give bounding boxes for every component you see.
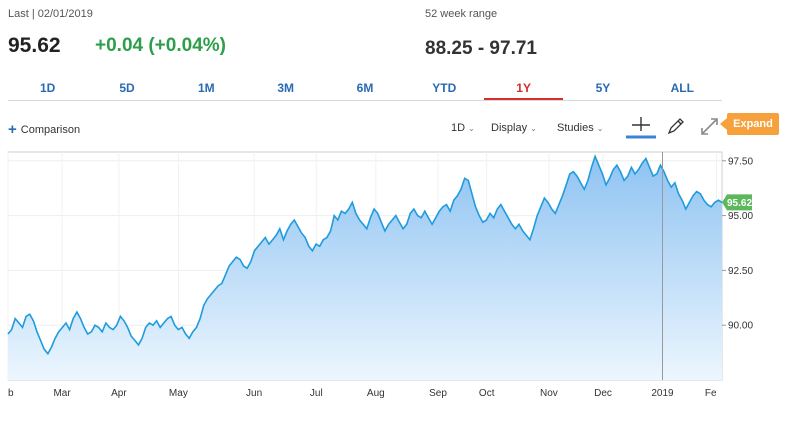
expand-tool[interactable] <box>697 114 727 140</box>
tab-all[interactable]: ALL <box>670 81 694 95</box>
quote-header: Last | 02/01/2019 95.62 +0.04 (+0.04%) 5… <box>0 0 785 72</box>
x-tick-label: Aug <box>367 388 385 399</box>
last-trade-label: Last | 02/01/2019 <box>8 8 93 20</box>
x-axis: b Mar Apr May Jun Jul Aug Sep Oct Nov Dec 2019 Fe <box>8 388 717 399</box>
x-tick-label: Dec <box>594 388 612 399</box>
interval-label: 1D <box>451 122 466 134</box>
studies-dropdown[interactable]: Studies ⌄ <box>557 122 603 134</box>
last-price-badge-label: 95.62 <box>727 198 752 209</box>
y-tick-label: 92.50 <box>728 266 753 277</box>
chevron-down-icon: ⌄ <box>596 124 604 133</box>
crosshair-icon <box>626 117 656 139</box>
last-price-badge-bg <box>722 194 752 211</box>
y-axis: 90.00 92.50 95.00 97.50 <box>722 156 753 332</box>
y-tick-label: 95.00 <box>728 211 753 222</box>
price-chart: 90.00 92.50 95.00 97.50 b Mar Apr May Jun Jul Aug… <box>7 151 753 399</box>
studies-label: Studies <box>557 122 594 134</box>
comparison-button[interactable]: + Comparison <box>8 121 80 138</box>
last-price: 95.62 <box>8 34 61 57</box>
expand-arrows-icon <box>701 118 718 135</box>
range-value: 88.25 - 97.71 <box>425 38 537 59</box>
price-line <box>7 154 723 356</box>
chart-toolbar: + Comparison 1D ⌄ Display ⌄ Studies ⌄ Expand <box>0 112 785 144</box>
x-tick-label: b <box>8 388 14 399</box>
x-tick-label: Jul <box>310 388 323 399</box>
x-tick-label: Fe <box>705 388 717 399</box>
tab-5y[interactable]: 5Y <box>595 81 611 95</box>
y-tick-label: 97.50 <box>728 156 753 167</box>
tab-6m[interactable]: 6M <box>356 81 374 95</box>
price-change: +0.04 (+0.04%) <box>95 35 226 56</box>
x-tick-label: 2019 <box>651 388 674 399</box>
x-tick-label: Mar <box>53 388 71 399</box>
expand-button[interactable]: Expand <box>720 113 779 135</box>
x-tick-label: Nov <box>540 388 558 399</box>
tab-1m[interactable]: 1M <box>197 81 215 95</box>
tab-5d[interactable]: 5D <box>119 81 135 95</box>
plus-icon: + <box>8 121 17 138</box>
price-area <box>8 156 722 380</box>
crosshair-tool[interactable] <box>626 114 656 140</box>
x-tick-label: Sep <box>429 388 447 399</box>
tab-3m[interactable]: 3M <box>277 81 294 95</box>
x-tick-label: Apr <box>111 388 127 399</box>
display-dropdown[interactable]: Display ⌄ <box>491 122 537 134</box>
chevron-down-icon: ⌄ <box>468 124 475 133</box>
last-price-badge: 95.62 <box>722 194 752 211</box>
comparison-label: Comparison <box>20 124 81 136</box>
range-label: 52 week range <box>425 8 498 20</box>
tab-ytd[interactable]: YTD <box>432 81 457 95</box>
tab-1y[interactable]: 1Y <box>483 78 564 100</box>
x-tick-label: Oct <box>479 388 495 399</box>
tab-1d[interactable]: 1D <box>39 81 56 95</box>
y-tick-label: 90.00 <box>728 321 753 332</box>
x-tick-label: May <box>169 388 188 399</box>
time-range-tabs: 1D 5D 1M 3M 6M YTD 1Y 5Y ALL <box>8 78 722 101</box>
x-tick-label: Jun <box>246 388 262 399</box>
interval-dropdown[interactable]: 1D ⌄ <box>451 122 475 134</box>
display-label: Display <box>491 122 528 134</box>
chevron-down-icon: ⌄ <box>530 124 537 133</box>
pencil-icon <box>667 118 684 135</box>
draw-tool[interactable] <box>663 114 693 140</box>
